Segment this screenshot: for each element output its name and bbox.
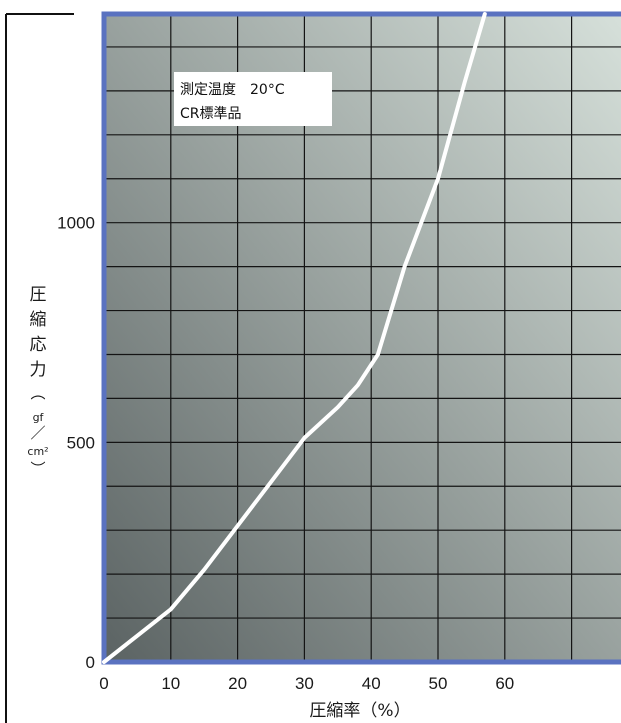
y-axis-title-char: 応 xyxy=(30,335,47,355)
x-axis-title: 圧縮率（%） xyxy=(309,701,410,721)
y-tick-labels: 0 500 1000 xyxy=(57,214,95,672)
y-axis-title-char: ︵ xyxy=(30,384,45,402)
annotation-line-2: CR標準品 xyxy=(180,106,242,122)
y-tick-label: 1000 xyxy=(57,214,95,233)
x-tick-label: 20 xyxy=(228,674,247,693)
annotation-line-1: 測定温度 20°C xyxy=(180,82,285,98)
x-tick-label: 40 xyxy=(362,674,381,693)
grid xyxy=(104,14,621,662)
series-line xyxy=(102,12,487,664)
x-tick-label: 0 xyxy=(99,674,108,693)
x-tick-label: 60 xyxy=(495,674,514,693)
x-tick-label: 50 xyxy=(429,674,448,693)
x-tick-label: 30 xyxy=(295,674,314,693)
plot-frame xyxy=(101,11,621,665)
y-axis-title-char: 圧 xyxy=(30,285,47,305)
y-tick-label: 500 xyxy=(67,433,95,452)
annotation-box xyxy=(174,72,332,126)
y-axis-title-char: cm² xyxy=(27,445,48,458)
y-axis-title-char: ／ xyxy=(30,424,45,442)
x-tick-label: 10 xyxy=(161,674,180,693)
x-tick-labels: 0 10 20 30 40 50 60 xyxy=(99,674,514,693)
y-axis-title-char: gf xyxy=(33,411,45,424)
y-tick-label: 0 xyxy=(86,653,95,672)
y-axis-title-char: 力 xyxy=(30,360,47,380)
y-axis-title-char: 縮 xyxy=(30,310,47,330)
y-axis-title-char: ︶ xyxy=(30,460,45,478)
